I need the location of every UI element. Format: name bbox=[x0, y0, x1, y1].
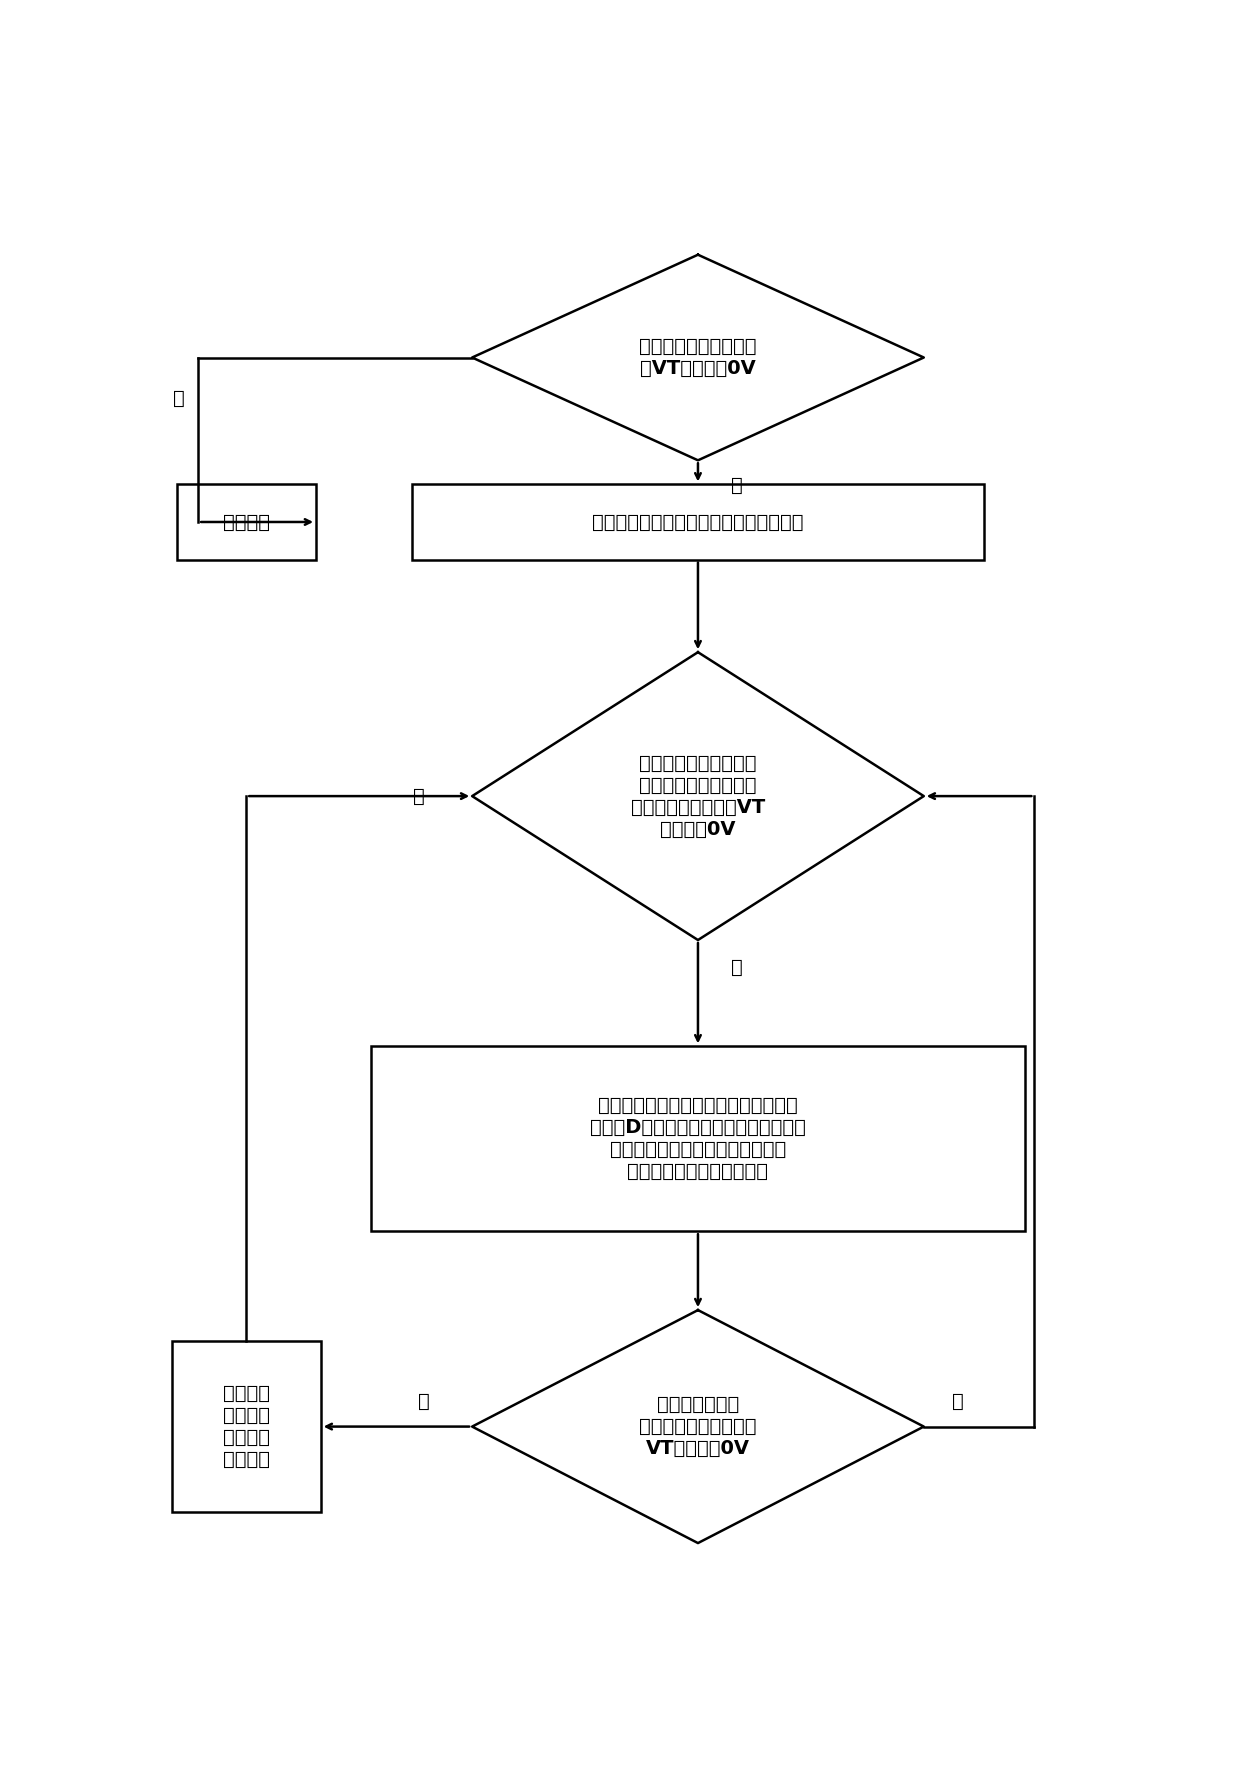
Text: 否: 否 bbox=[174, 390, 185, 408]
Text: 否: 否 bbox=[418, 1392, 430, 1412]
Bar bbox=[172, 1340, 321, 1513]
Text: 对选中的存储单元的字线施加正电压、
对漏极D施加编程漏极电压，对未选中的
存储单元字线施加小于该未选中的
存储单元的阀值电压的电压: 对选中的存储单元的字线施加正电压、 对漏极D施加编程漏极电压，对未选中的 存储单… bbox=[590, 1096, 806, 1182]
Text: 选中另一
个存储单
元，返回
校验步骤: 选中另一 个存储单 元，返回 校验步骤 bbox=[223, 1385, 270, 1468]
Text: 对存在过擦除的存储单元进行软编程操作: 对存在过擦除的存储单元进行软编程操作 bbox=[593, 513, 804, 532]
Text: 校验存储单元的阀值电
压VT是否小于0V: 校验存储单元的阀值电 压VT是否小于0V bbox=[639, 336, 756, 377]
Text: 校验前一步骤中
的存储单元的阀值电压
VT是否小于0V: 校验前一步骤中 的存储单元的阀值电压 VT是否小于0V bbox=[639, 1396, 756, 1458]
Text: 是: 是 bbox=[951, 1392, 963, 1412]
Text: 否: 否 bbox=[413, 787, 425, 806]
Bar bbox=[176, 484, 316, 559]
Bar bbox=[412, 484, 983, 559]
Text: 选中已进行过软编程操
作的存储单元，校验该
存储单元的阀值电压VT
是否小于0V: 选中已进行过软编程操 作的存储单元，校验该 存储单元的阀值电压VT 是否小于0V bbox=[631, 753, 765, 838]
Text: 是: 是 bbox=[730, 475, 743, 495]
Text: 结束操作: 结束操作 bbox=[223, 513, 270, 532]
Text: 是: 是 bbox=[730, 958, 743, 977]
Bar bbox=[371, 1047, 1024, 1232]
